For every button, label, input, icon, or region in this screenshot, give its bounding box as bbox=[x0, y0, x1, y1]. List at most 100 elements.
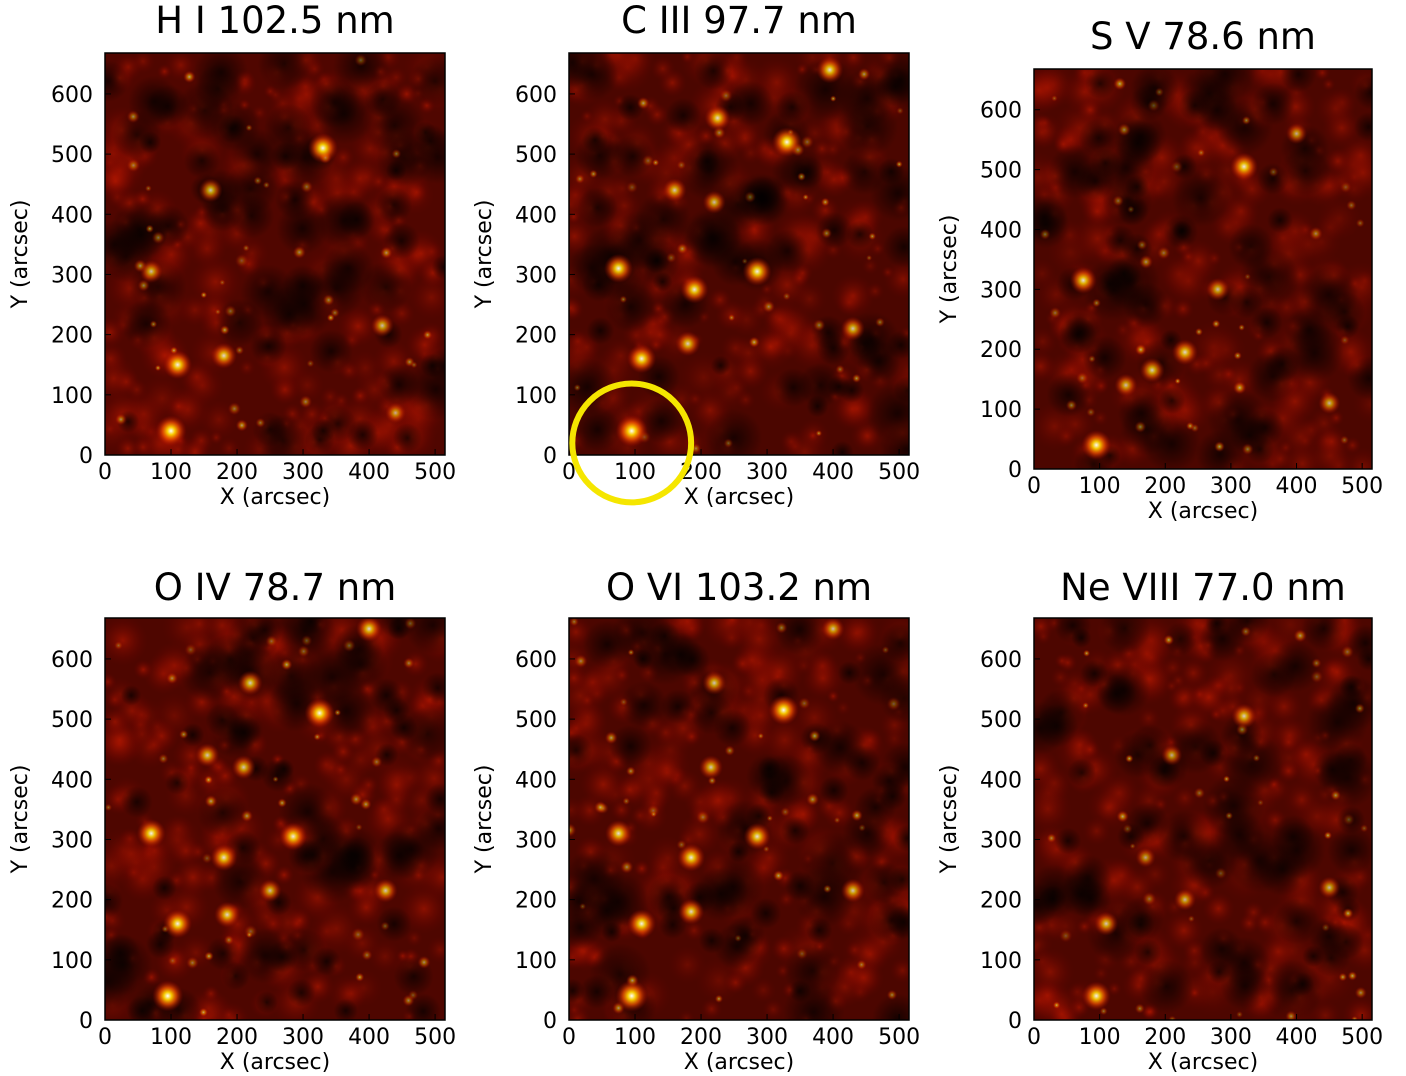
y-tick-label: 600 bbox=[51, 83, 93, 108]
bright-point bbox=[1230, 152, 1259, 181]
bright-point bbox=[231, 755, 256, 780]
x-tick-label: 100 bbox=[614, 1025, 656, 1050]
bright-point bbox=[604, 253, 634, 283]
panel-2: C III 97.7 nm0 100 200 300 400 50001002003004… bbox=[472, 0, 920, 510]
bright-point bbox=[704, 104, 731, 131]
x-tick-label: 200 bbox=[1144, 474, 1186, 499]
y-axis-label: Y (arcsec) bbox=[8, 200, 33, 310]
panel-5: O VI 103.2 nm 0 100 200 300 400 500 0 100 200 300 4… bbox=[472, 566, 920, 1075]
x-axis-label: X (arcsec) bbox=[220, 1050, 330, 1075]
y-tick-label: 100 bbox=[980, 398, 1022, 423]
heatmap-image bbox=[105, 53, 445, 455]
x-tick-label: 300 bbox=[282, 1025, 324, 1050]
heatmap-image bbox=[105, 618, 445, 1020]
y-tick-label: 0 bbox=[543, 444, 557, 469]
y-tick-label: 300 bbox=[980, 828, 1022, 853]
panel-4: O IV 78.7 nm 0 100 200 300 400 500 0 100 200 300 40… bbox=[8, 566, 456, 1075]
bright-point bbox=[627, 344, 657, 374]
panel-1: H I 102.5 nm 0 100 200 300 400 500 0 100 200 300 40… bbox=[8, 0, 456, 510]
bright-point bbox=[1069, 266, 1097, 294]
bright-point bbox=[1286, 123, 1308, 145]
y-tick-label: 300 bbox=[51, 263, 93, 288]
bright-point bbox=[163, 350, 193, 380]
bright-point bbox=[698, 755, 723, 780]
x-tick-label: 200 bbox=[1144, 1025, 1186, 1050]
bright-point bbox=[1173, 888, 1196, 911]
bright-point bbox=[743, 822, 771, 850]
bright-point bbox=[356, 618, 383, 642]
bright-point bbox=[1094, 911, 1119, 936]
bright-point bbox=[605, 819, 633, 847]
bright-point bbox=[816, 56, 844, 84]
x-tick-label: 400 bbox=[1276, 1025, 1318, 1050]
y-tick-label: 100 bbox=[515, 949, 557, 974]
bright-point bbox=[1161, 744, 1183, 766]
x-tick-label: 400 bbox=[348, 460, 390, 485]
x-tick-label: 0 bbox=[562, 1025, 576, 1050]
x-tick-label: 100 bbox=[150, 1025, 192, 1050]
bright-point bbox=[627, 909, 657, 939]
panel-title: H I 102.5 nm bbox=[155, 0, 394, 42]
y-tick-label: 300 bbox=[515, 828, 557, 853]
x-tick-label: 100 bbox=[614, 460, 656, 485]
bright-point bbox=[678, 898, 705, 925]
bright-point bbox=[163, 909, 193, 939]
y-tick-label: 300 bbox=[51, 828, 93, 853]
heatmap-image bbox=[1034, 618, 1372, 1020]
y-tick-label: 200 bbox=[51, 324, 93, 349]
bright-point bbox=[279, 822, 308, 851]
bright-point bbox=[662, 178, 687, 203]
y-tick-label: 100 bbox=[980, 949, 1022, 974]
plot-frame bbox=[568, 617, 910, 1021]
x-tick-label: 400 bbox=[812, 1025, 854, 1050]
x-tick-label: 500 bbox=[878, 460, 920, 485]
bright-point bbox=[677, 843, 706, 872]
x-tick-label: 100 bbox=[1079, 474, 1121, 499]
panel-title: Ne VIII 77.0 nm bbox=[1060, 566, 1346, 609]
y-tick-label: 500 bbox=[515, 708, 557, 733]
bright-point bbox=[210, 844, 238, 872]
bright-point bbox=[237, 670, 263, 696]
y-tick-label: 600 bbox=[515, 648, 557, 673]
bright-point bbox=[1171, 339, 1198, 366]
panel-3: S V 78.6 nm 0 100 200 300 400 500 0 100 200 300 400… bbox=[937, 15, 1383, 524]
x-axis-label: X (arcsec) bbox=[684, 485, 794, 510]
x-tick-label: 500 bbox=[878, 1025, 920, 1050]
bright-point bbox=[840, 878, 865, 903]
bright-point bbox=[210, 342, 237, 369]
x-tick-label: 300 bbox=[282, 460, 324, 485]
x-tick-label: 200 bbox=[216, 460, 258, 485]
y-tick-label: 500 bbox=[515, 143, 557, 168]
y-tick-label: 400 bbox=[51, 203, 93, 228]
heatmap-image bbox=[569, 618, 909, 1020]
y-tick-label: 600 bbox=[980, 648, 1022, 673]
bright-point bbox=[1206, 277, 1230, 301]
y-tick-label: 200 bbox=[980, 338, 1022, 363]
y-tick-label: 400 bbox=[980, 218, 1022, 243]
y-tick-label: 400 bbox=[515, 768, 557, 793]
bright-point bbox=[1114, 373, 1138, 397]
panel-title: S V 78.6 nm bbox=[1090, 15, 1316, 58]
x-tick-label: 0 bbox=[98, 460, 112, 485]
heatmap-image bbox=[569, 53, 909, 455]
y-tick-label: 400 bbox=[980, 768, 1022, 793]
x-tick-label: 400 bbox=[1276, 474, 1318, 499]
panel-title: C III 97.7 nm bbox=[621, 0, 857, 42]
y-tick-label: 200 bbox=[980, 889, 1022, 914]
bright-point bbox=[258, 879, 282, 903]
y-axis-label: Y (arcsec) bbox=[472, 200, 497, 310]
heatmap-image bbox=[1034, 69, 1372, 469]
x-tick-label: 300 bbox=[1210, 474, 1252, 499]
x-axis-label: X (arcsec) bbox=[684, 1050, 794, 1075]
bright-point bbox=[1139, 357, 1165, 383]
x-tick-label: 100 bbox=[150, 460, 192, 485]
bright-point bbox=[307, 133, 338, 164]
bright-point bbox=[370, 314, 394, 338]
bright-point bbox=[373, 878, 398, 903]
bright-point bbox=[821, 618, 845, 641]
x-tick-label: 400 bbox=[812, 460, 854, 485]
bright-point bbox=[214, 901, 241, 928]
bright-point bbox=[195, 743, 220, 768]
bright-point bbox=[139, 259, 163, 283]
y-tick-label: 300 bbox=[515, 263, 557, 288]
